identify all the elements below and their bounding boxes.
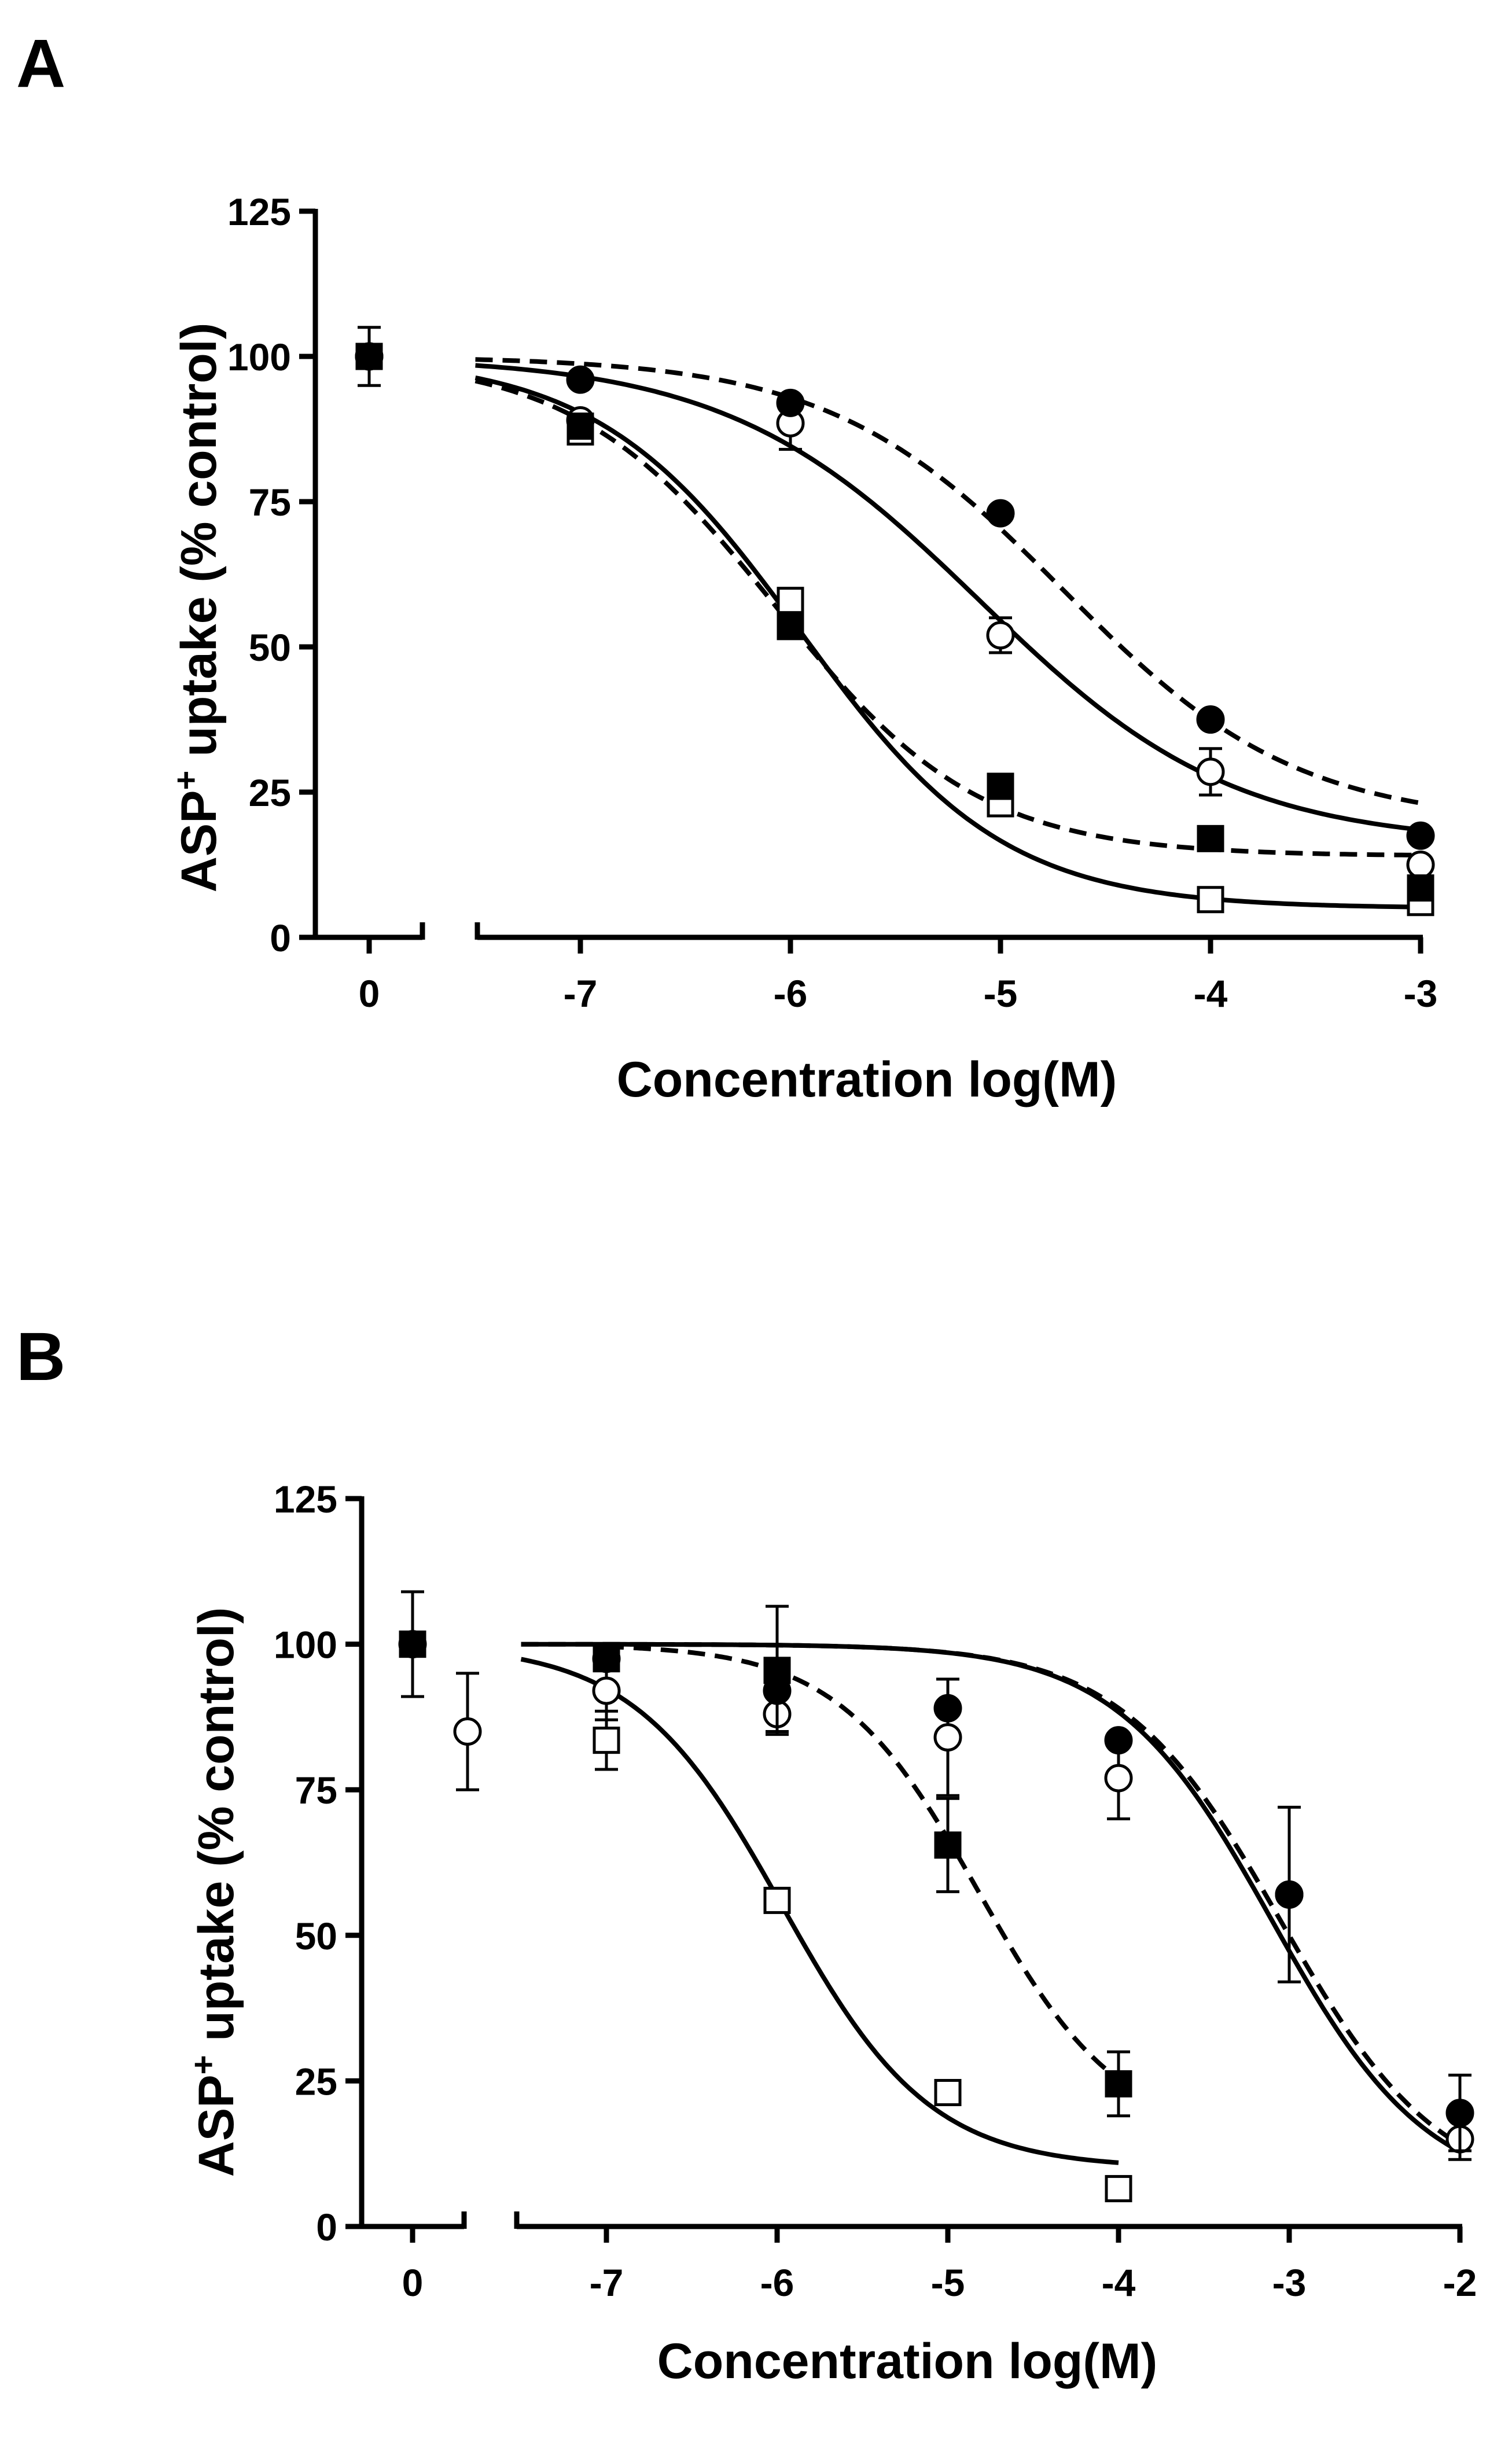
y-tick-label: 50 bbox=[295, 1915, 337, 1957]
data-point-filled-squares bbox=[934, 1831, 962, 1859]
x-tick-label: -7 bbox=[564, 972, 598, 1015]
x-tick-label-control: 0 bbox=[402, 2261, 424, 2304]
data-point-filled-circles bbox=[986, 499, 1015, 528]
x-tick-label: -6 bbox=[774, 972, 808, 1015]
data-point-filled-squares bbox=[763, 1657, 791, 1684]
data-point-open-circles bbox=[1196, 757, 1225, 786]
x-tick-label: -4 bbox=[1102, 2261, 1136, 2304]
data-point-open-squares bbox=[934, 2079, 962, 2107]
data-point-filled-circles bbox=[566, 365, 595, 394]
y-tick-label: 25 bbox=[295, 2060, 337, 2103]
fit-curve-open-circles bbox=[475, 363, 1421, 833]
data-point-filled-circles bbox=[1406, 821, 1435, 850]
data-point-filled-squares bbox=[593, 1645, 620, 1673]
y-tick-label: 125 bbox=[274, 1478, 337, 1521]
panel-b: B ASP+ uptake (% control) Concentration … bbox=[16, 1319, 1477, 2389]
data-point-filled-circles bbox=[1196, 705, 1225, 734]
fit-curve-open-squares bbox=[474, 375, 1421, 910]
x-tick-label: -6 bbox=[760, 2261, 794, 2304]
panel-a: A ASP+ uptake (% control) Concentration … bbox=[16, 25, 1437, 1107]
data-point-filled-squares bbox=[777, 613, 804, 641]
data-point-open-circles bbox=[933, 1723, 962, 1752]
panel-letter-a: A bbox=[16, 25, 65, 102]
y-tick-label: 0 bbox=[270, 917, 291, 959]
y-tick-label: 0 bbox=[316, 2206, 337, 2248]
data-point-filled-squares bbox=[1105, 2070, 1132, 2097]
fit-curve-filled-squares bbox=[606, 1644, 1120, 2081]
control-point-filled-squares bbox=[355, 343, 383, 370]
x-axis-title-b: Concentration log(M) bbox=[657, 2334, 1158, 2389]
panel-letter-b: B bbox=[16, 1319, 65, 1395]
y-tick-label: 50 bbox=[249, 626, 291, 669]
data-point-filled-squares bbox=[987, 772, 1014, 800]
y-tick-label: 100 bbox=[274, 1624, 337, 1666]
data-point-open-circles bbox=[1104, 1764, 1133, 1793]
x-tick-label: -3 bbox=[1272, 2261, 1307, 2304]
data-point-filled-squares bbox=[1407, 874, 1434, 902]
data-point-open-squares bbox=[593, 1727, 620, 1754]
data-point-open-circles bbox=[986, 621, 1015, 650]
y-tick-label: 100 bbox=[227, 336, 291, 378]
x-tick-label: -7 bbox=[590, 2261, 624, 2304]
x-axis-title-a: Concentration log(M) bbox=[617, 1052, 1117, 1107]
x-tick-label: -2 bbox=[1443, 2261, 1477, 2304]
data-point-filled-squares bbox=[566, 412, 594, 440]
y-axis-title-a: ASP+ uptake (% control) bbox=[167, 323, 227, 893]
x-tick-label: -5 bbox=[931, 2261, 965, 2304]
data-point-open-squares bbox=[763, 1886, 791, 1914]
y-tick-label: 25 bbox=[249, 771, 291, 814]
data-point-filled-circles bbox=[933, 1694, 962, 1723]
fit-curve-filled-squares bbox=[474, 378, 1421, 858]
x-tick-label: -3 bbox=[1404, 972, 1438, 1015]
data-point-open-squares bbox=[777, 587, 804, 614]
data-point-open-squares bbox=[1105, 2175, 1132, 2203]
data-point-open-circles bbox=[1406, 851, 1435, 879]
x-tick-label: -5 bbox=[984, 972, 1018, 1015]
y-tick-label: 75 bbox=[295, 1769, 337, 1812]
data-point-open-squares bbox=[1197, 886, 1224, 914]
x-tick-label: -4 bbox=[1194, 972, 1228, 1015]
control-point-open-circles bbox=[453, 1717, 482, 1746]
x-tick-label-control: 0 bbox=[359, 972, 380, 1015]
control-point-filled-squares bbox=[399, 1631, 426, 1658]
y-axis-title-b: ASP+ uptake (% control) bbox=[185, 1607, 244, 2177]
y-tick-label: 125 bbox=[227, 190, 291, 233]
data-point-filled-circles bbox=[776, 388, 805, 417]
data-point-filled-circles bbox=[1275, 1880, 1304, 1909]
data-point-filled-circles bbox=[1445, 2099, 1474, 2128]
data-point-open-circles bbox=[592, 1676, 621, 1705]
fit-curve-filled-circles bbox=[475, 357, 1421, 805]
data-point-filled-squares bbox=[1197, 825, 1224, 852]
y-tick-label: 75 bbox=[249, 481, 291, 524]
data-point-filled-circles bbox=[1104, 1726, 1133, 1755]
fit-curve-open-squares bbox=[520, 1657, 1119, 2165]
fit-curve-filled-circles bbox=[521, 1642, 1462, 2147]
fit-curve-open-circles bbox=[521, 1642, 1461, 2154]
